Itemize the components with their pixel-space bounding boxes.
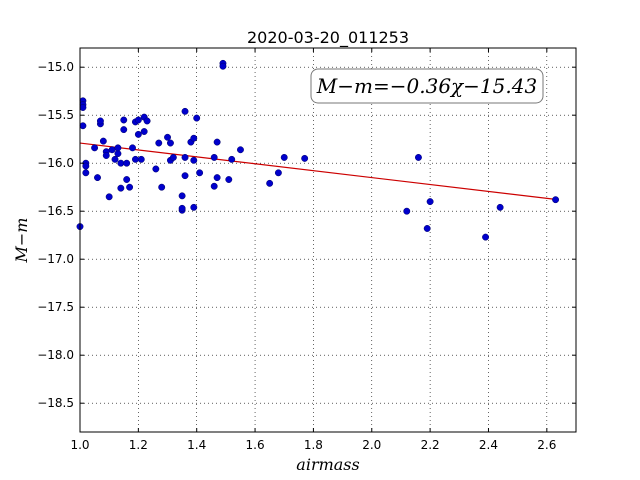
data-point (178, 192, 186, 200)
data-point (79, 122, 87, 130)
y-axis-label: M−m (12, 218, 31, 264)
data-point (82, 169, 90, 177)
grid-lines (79, 48, 576, 432)
x-tick-label: 1.0 (70, 438, 89, 452)
annotation-text: M−m=−0.36χ−15.43 (316, 74, 537, 98)
data-point (274, 169, 282, 177)
data-point (105, 193, 113, 201)
data-point (99, 137, 107, 145)
data-point (181, 153, 189, 161)
data-point (190, 156, 198, 164)
data-point (181, 172, 189, 180)
x-tick-label: 2.4 (479, 438, 498, 452)
data-point (155, 139, 163, 147)
data-point (134, 116, 142, 124)
y-tick-label: −15.0 (37, 60, 74, 74)
data-point (213, 138, 221, 146)
x-tick-label: 2.6 (537, 438, 556, 452)
data-point (91, 144, 99, 152)
data-point (120, 116, 128, 124)
data-point (213, 174, 221, 182)
data-point (190, 203, 198, 211)
y-tick-label: −18.0 (37, 348, 74, 362)
y-tick-label: −17.0 (37, 252, 74, 266)
data-point (301, 154, 309, 162)
data-point (123, 176, 131, 183)
data-point (117, 184, 125, 192)
data-point (131, 155, 139, 163)
y-tick-label: −17.5 (37, 300, 74, 314)
data-point (426, 198, 434, 206)
data-point (237, 146, 244, 154)
data-point (190, 134, 198, 142)
data-point (164, 133, 171, 141)
data-point (225, 176, 233, 183)
data-point (158, 183, 166, 191)
data-point (166, 139, 174, 147)
data-point (482, 233, 490, 241)
data-point (266, 179, 274, 187)
data-point (181, 107, 189, 115)
data-point (178, 204, 186, 212)
x-tick-label: 1.6 (246, 438, 265, 452)
data-point (114, 144, 122, 152)
data-point (219, 62, 227, 70)
data-point (94, 174, 101, 182)
data-point (193, 114, 201, 122)
x-tick-label: 1.2 (129, 438, 148, 452)
data-point (102, 152, 110, 159)
data-point (143, 117, 151, 125)
data-point (403, 207, 411, 215)
y-axis-ticks: −15.0 −15.5 −16.0 −16.5 −17.0 −17.5 −18.0 −18.5 (37, 60, 576, 410)
data-point (280, 153, 288, 161)
data-point (496, 203, 504, 211)
data-point (126, 183, 134, 191)
fit-line (79, 142, 556, 200)
data-point (111, 155, 119, 163)
data-point (414, 153, 422, 161)
y-tick-label: −16.5 (37, 204, 74, 218)
data-point (169, 153, 177, 161)
data-point (210, 182, 218, 190)
data-point (123, 159, 131, 167)
data-point (108, 146, 116, 154)
x-tick-label: 1.8 (304, 438, 323, 452)
fit-annotation: M−m=−0.36χ−15.43 (310, 68, 544, 104)
x-tick-label: 2.0 (362, 438, 381, 452)
data-point (552, 196, 560, 204)
y-tick-label: −16.0 (37, 156, 74, 170)
data-point (134, 130, 142, 138)
data-point (196, 169, 204, 177)
x-axis-label: airmass (296, 455, 359, 474)
data-point (114, 150, 122, 158)
data-point (82, 162, 90, 170)
data-point (140, 128, 148, 135)
y-tick-label: −18.5 (37, 396, 74, 410)
data-point (79, 104, 87, 111)
data-point (228, 155, 236, 163)
data-points (76, 59, 560, 241)
data-point (152, 165, 160, 173)
y-tick-label: −15.5 (37, 108, 74, 122)
data-point (120, 126, 128, 134)
annotation-box (310, 68, 544, 104)
fit-line-layer (79, 142, 556, 200)
x-tick-label: 2.2 (421, 438, 440, 452)
plot-frame (79, 47, 577, 433)
data-point (96, 117, 104, 125)
data-point (423, 225, 431, 232)
chart-title: 2020-03-20_011253 (247, 28, 409, 48)
x-tick-label: 1.4 (187, 438, 206, 452)
x-axis-ticks: 1.0 1.2 1.4 1.6 1.8 2.0 2.2 2.4 2.6 (70, 48, 556, 452)
data-point (117, 159, 125, 167)
data-point (129, 144, 136, 152)
data-point (210, 153, 218, 161)
data-point (137, 155, 145, 163)
